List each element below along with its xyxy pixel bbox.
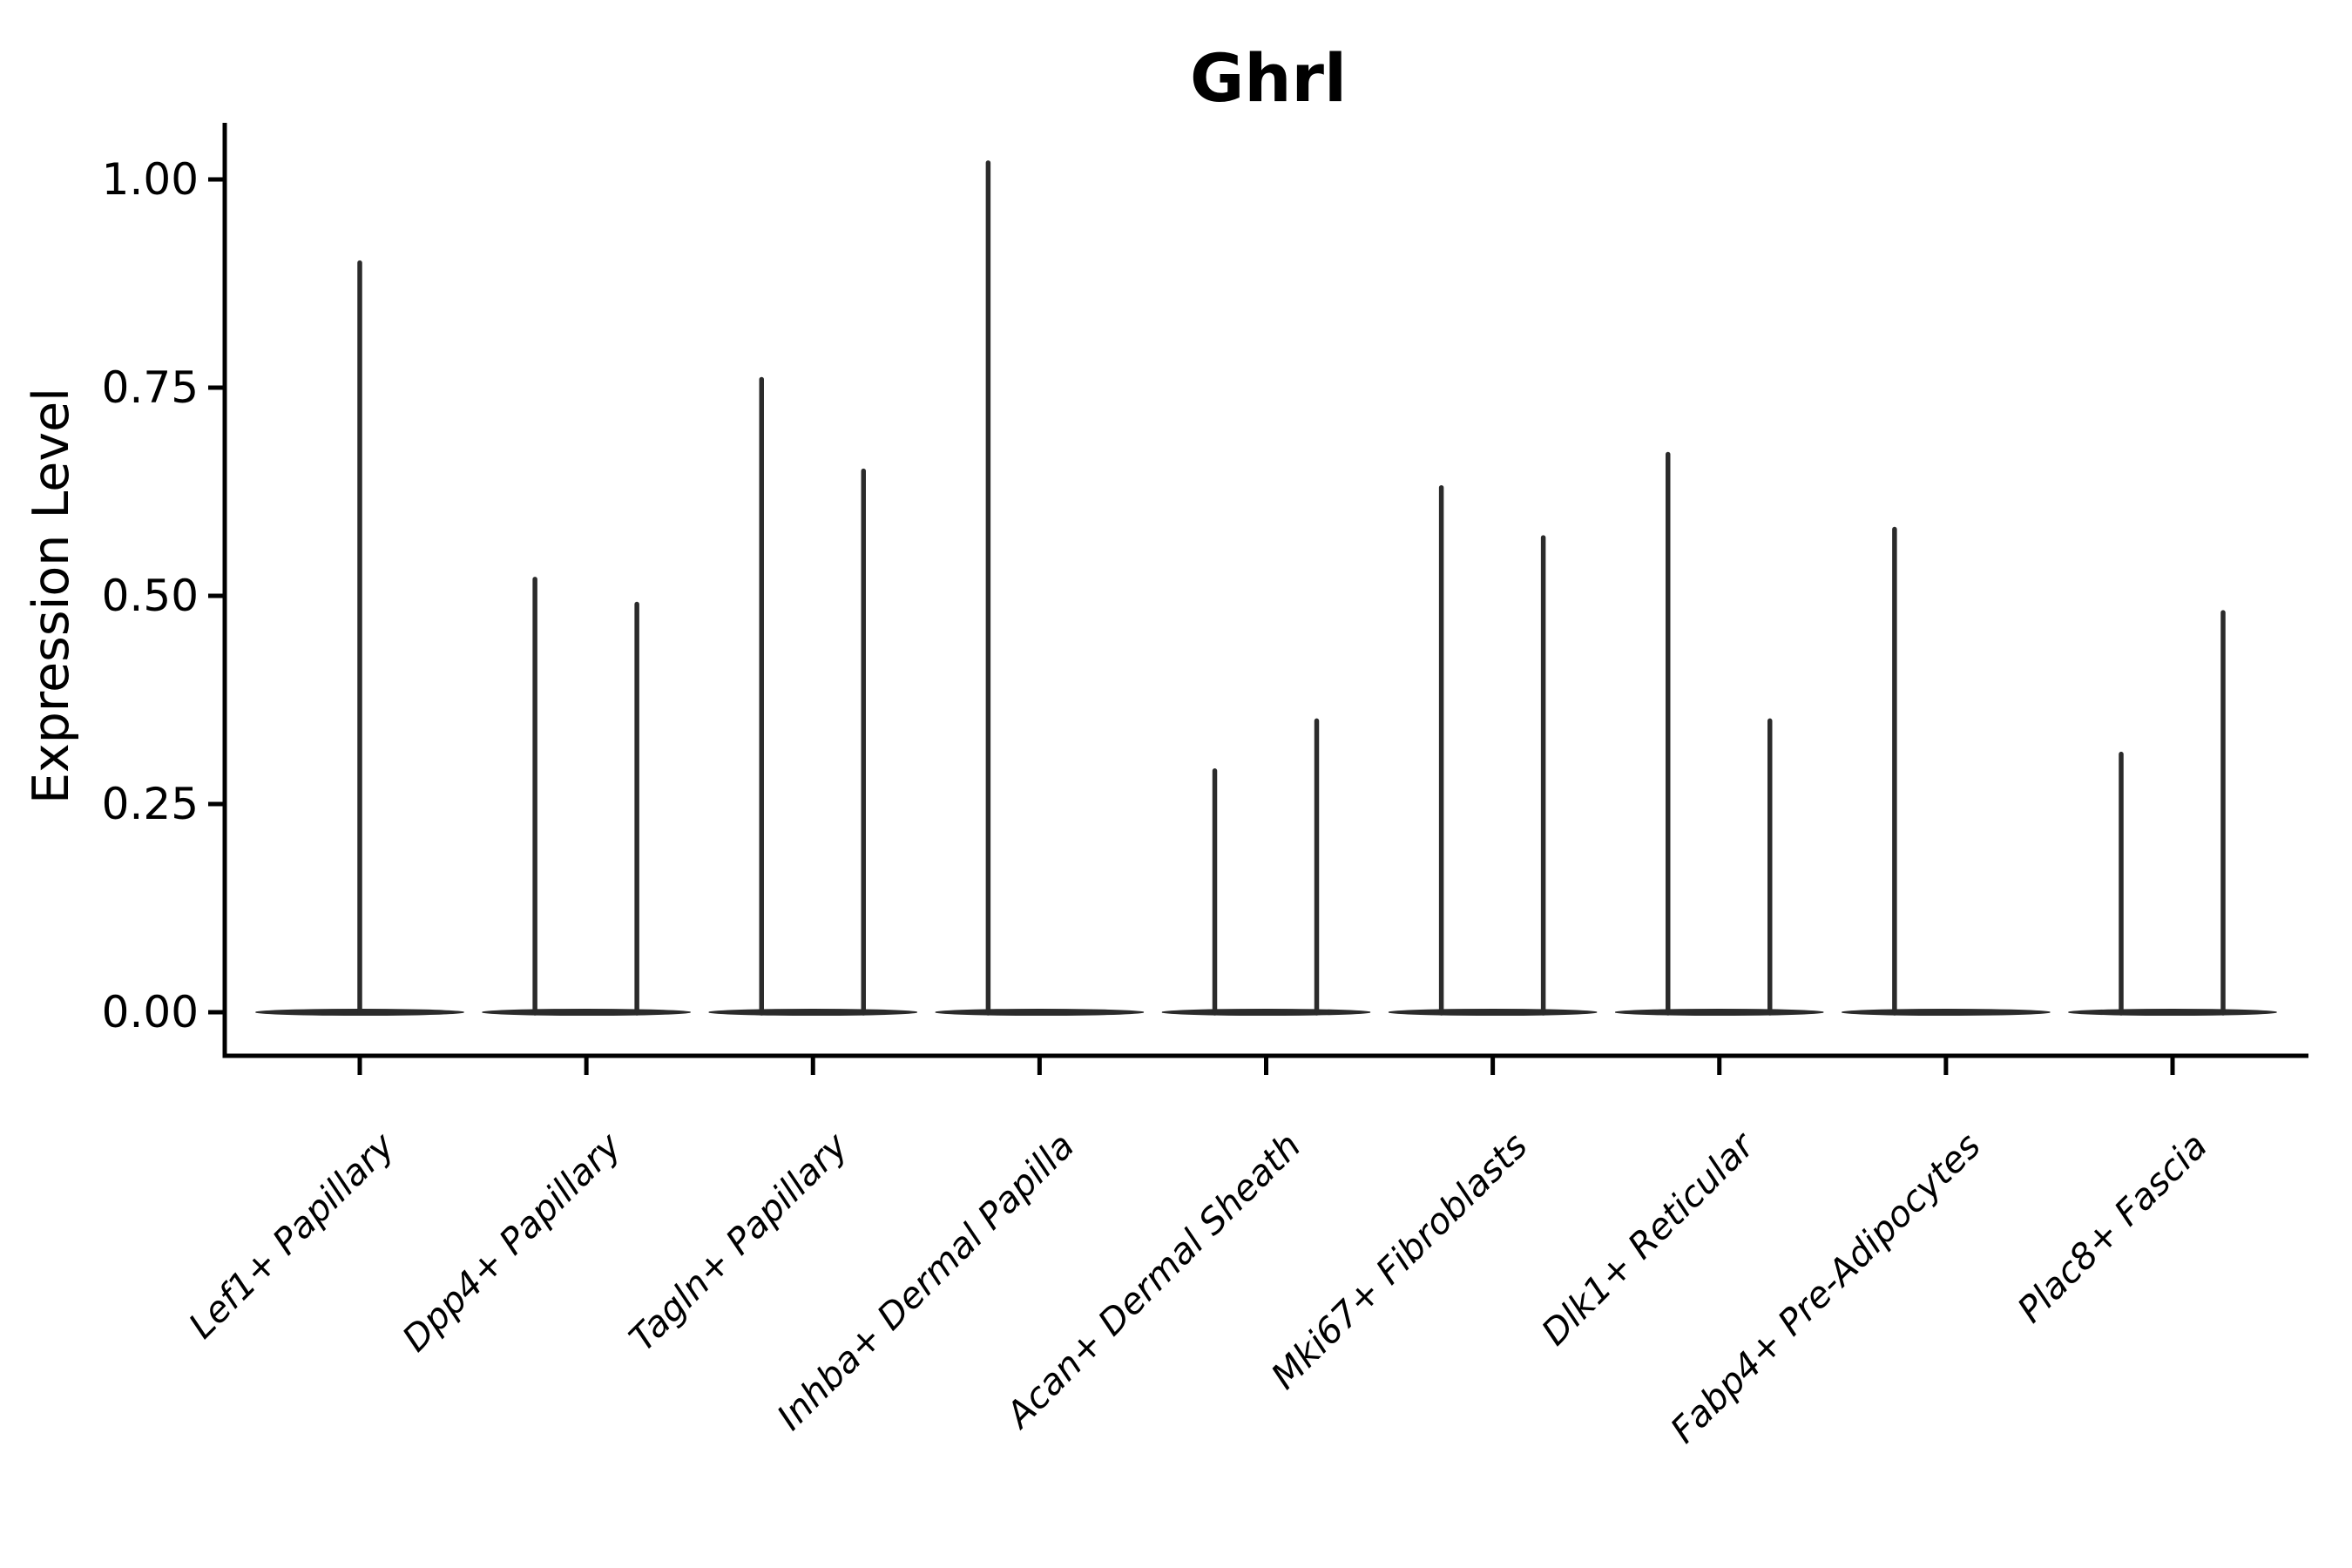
y-tick-label: 0.75 bbox=[102, 362, 199, 413]
x-tick-label: Plac8+ Fascia bbox=[2010, 1125, 2215, 1330]
violin-base bbox=[1842, 1008, 2051, 1017]
x-tick-label: Dpp4+ Papillary bbox=[395, 1125, 630, 1360]
y-axis-ticks: 0.00 0.25 0.50 0.75 1.00 bbox=[102, 154, 225, 1037]
y-axis-label: Expression Level bbox=[23, 388, 80, 804]
violin-base bbox=[708, 1008, 917, 1017]
violin-base bbox=[2068, 1008, 2277, 1017]
violin-base bbox=[935, 1008, 1145, 1017]
violin-base bbox=[1388, 1008, 1598, 1017]
chart-title: Ghrl bbox=[1190, 39, 1347, 117]
x-tick-label: Dlk1+ Reticular bbox=[1533, 1124, 1763, 1354]
x-tick-label: Lef1+ Papillary bbox=[180, 1125, 402, 1347]
violins-layer bbox=[255, 160, 2277, 1017]
x-tick-label: Mki67+ Fibroblasts bbox=[1263, 1125, 1536, 1397]
x-tick-label: Tagln+ Papillary bbox=[621, 1125, 856, 1360]
violin-base bbox=[482, 1008, 691, 1017]
y-tick-label: 0.00 bbox=[102, 987, 199, 1037]
y-tick-label: 1.00 bbox=[102, 154, 199, 205]
violin-base bbox=[1615, 1008, 1824, 1017]
y-tick-label: 0.50 bbox=[102, 571, 199, 621]
y-tick-label: 0.25 bbox=[102, 779, 199, 829]
violin-base bbox=[1161, 1008, 1371, 1017]
